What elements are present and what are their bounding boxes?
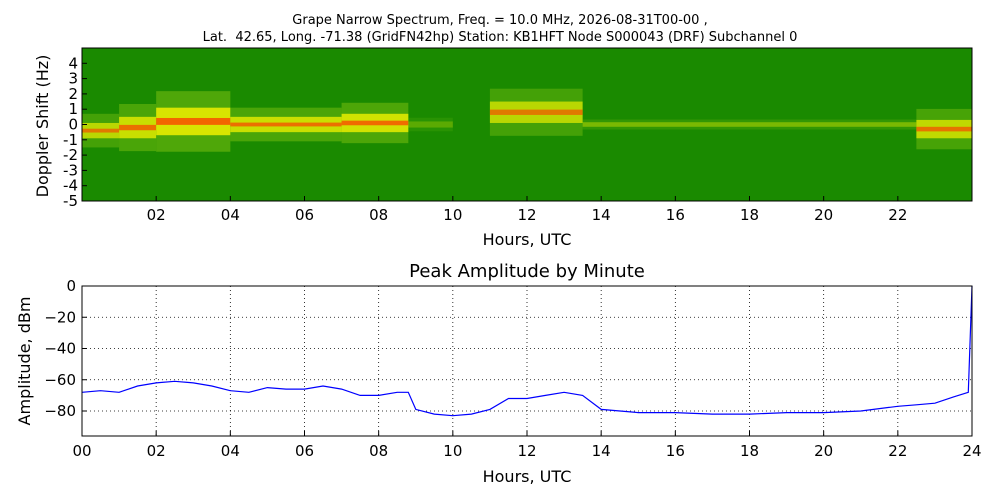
amplitude-frame bbox=[81, 285, 973, 437]
amplitude-x-tick-label: 12 bbox=[517, 442, 536, 460]
amplitude-x-tick-label: 04 bbox=[221, 442, 240, 460]
spectrum-y-tick-label: -4 bbox=[63, 177, 78, 195]
spectrum-band-peak-6 bbox=[489, 109, 583, 115]
amplitude-x-tick-label: 16 bbox=[666, 442, 685, 460]
amplitude-x-tick-label: 20 bbox=[814, 442, 833, 460]
spectrum-band-core-7 bbox=[582, 122, 917, 127]
spectrum-x-tick-label: 20 bbox=[814, 206, 833, 224]
spectrum-y-tick-label: -3 bbox=[63, 161, 78, 179]
spectrum-x-tick-label: 02 bbox=[147, 206, 166, 224]
spectrum-y-tick-label: -1 bbox=[63, 131, 78, 149]
spectrum-x-tick-label: 06 bbox=[295, 206, 314, 224]
amplitude-x-tick-label: 00 bbox=[72, 442, 91, 460]
amplitude-series-line bbox=[81, 285, 973, 417]
spectrum-x-tick-label: 14 bbox=[592, 206, 611, 224]
spectrum-title-line-2: Lat. 42.65, Long. -71.38 (GridFN42hp) St… bbox=[202, 30, 798, 45]
spectrum-x-tick-label: 08 bbox=[369, 206, 388, 224]
spectrum-band-peak-8 bbox=[916, 126, 972, 132]
amplitude-y-tick-label: −40 bbox=[44, 340, 76, 358]
spectrum-band-peak-1 bbox=[119, 124, 157, 131]
amplitude-y-tick-label: 0 bbox=[66, 277, 76, 295]
spectrum-x-tick-label: 10 bbox=[443, 206, 462, 224]
spectrum-band-peak-0 bbox=[82, 128, 120, 133]
amplitude-y-axis-label: Amplitude, dBm bbox=[15, 297, 34, 426]
amplitude-x-axis-label: Hours, UTC bbox=[483, 467, 572, 486]
spectrum-y-tick-label: 4 bbox=[68, 54, 78, 72]
spectrum-title-line-1: Grape Narrow Spectrum, Freq. = 10.0 MHz,… bbox=[292, 13, 708, 28]
amplitude-y-tick-label: −80 bbox=[44, 402, 76, 420]
spectrum-y-tick-label: 2 bbox=[68, 85, 78, 103]
spectrum-y-tick-label: 3 bbox=[68, 70, 78, 88]
spectrum-band-peak-2 bbox=[156, 117, 231, 125]
amplitude-x-tick-label: 08 bbox=[369, 442, 388, 460]
amplitude-x-tick-label: 18 bbox=[740, 442, 759, 460]
spectrum-y-tick-label: -5 bbox=[63, 192, 78, 210]
spectrum-y-tick-label: 0 bbox=[68, 116, 78, 134]
spectrum-x-tick-label: 16 bbox=[666, 206, 685, 224]
spectrum-band-peak-4 bbox=[341, 120, 409, 126]
amplitude-y-tick-label: −60 bbox=[44, 371, 76, 389]
spectrum-y-tick-label: -2 bbox=[63, 146, 78, 164]
spectrum-y-axis-label: Doppler Shift (Hz) bbox=[33, 55, 52, 198]
spectrum-x-tick-label: 18 bbox=[740, 206, 759, 224]
amplitude-y-ticks: 0 −20 −40 −60 −80 bbox=[44, 277, 87, 420]
spectrum-x-ticks: 02 04 06 08 10 12 14 16 18 20 22 bbox=[147, 196, 907, 224]
spectrum-band-core-5 bbox=[408, 121, 453, 128]
spectrum-x-tick-label: 12 bbox=[517, 206, 536, 224]
amplitude-chart-title: Peak Amplitude by Minute bbox=[409, 261, 645, 282]
amplitude-x-tick-label: 14 bbox=[592, 442, 611, 460]
amplitude-y-tick-label: −20 bbox=[44, 308, 76, 326]
amplitude-x-tick-label: 02 bbox=[147, 442, 166, 460]
spectrum-x-tick-label: 22 bbox=[888, 206, 907, 224]
spectrum-band-glow-7 bbox=[582, 119, 917, 130]
amplitude-x-tick-label: 10 bbox=[443, 442, 462, 460]
amplitude-x-tick-label: 22 bbox=[888, 442, 907, 460]
amplitude-x-tick-label: 24 bbox=[962, 442, 981, 460]
spectrum-band-glow-5 bbox=[408, 117, 453, 132]
spectrum-x-tick-label: 04 bbox=[221, 206, 240, 224]
amplitude-grid bbox=[82, 286, 972, 436]
amplitude-x-tick-label: 06 bbox=[295, 442, 314, 460]
spectrum-cells bbox=[82, 48, 972, 201]
spectrum-y-tick-label: 1 bbox=[68, 100, 78, 118]
amplitude-x-ticks: 00 02 04 06 08 10 12 14 16 18 20 22 24 bbox=[72, 431, 982, 460]
spectrum-band-peak-3 bbox=[230, 122, 342, 127]
spectrum-x-axis-label: Hours, UTC bbox=[483, 230, 572, 249]
